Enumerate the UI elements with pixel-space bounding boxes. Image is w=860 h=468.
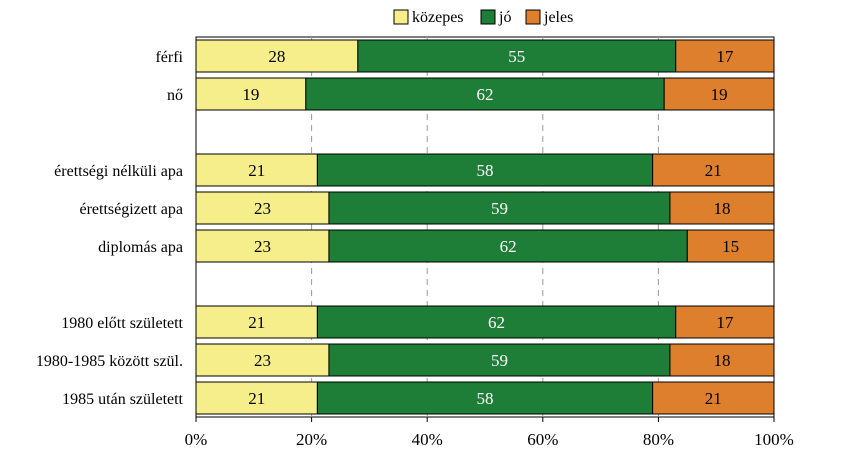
bar-segment <box>195 191 330 225</box>
legend-label: jó <box>498 9 511 26</box>
data-label: 28 <box>268 47 285 66</box>
bar-segment <box>316 381 654 415</box>
legend: közepes jó jeles <box>393 9 573 26</box>
bar-segment <box>195 343 330 377</box>
category-label: 1980 előtt született <box>61 315 183 332</box>
bar-segment <box>675 39 775 73</box>
legend-swatch <box>393 9 409 25</box>
data-label: 58 <box>477 389 494 408</box>
x-axis-ticks: 0% 20% 40% 60% 80% 100% <box>185 417 794 449</box>
category-label: nő <box>167 87 183 104</box>
legend-swatch <box>525 9 541 25</box>
data-label: 15 <box>722 237 739 256</box>
tick-label: 100% <box>754 430 794 449</box>
tick-label: 20% <box>296 430 327 449</box>
legend-label: jeles <box>543 9 573 26</box>
tick-label: 80% <box>643 430 674 449</box>
tick-label: 60% <box>527 430 558 449</box>
bar-segment <box>652 381 775 415</box>
data-label: 23 <box>254 199 271 218</box>
category-label: érettségi nélküli apa <box>54 163 183 180</box>
bar-segment <box>675 305 775 339</box>
category-labels: férfi nő érettségi nélküli apa érettségizet… <box>36 49 184 408</box>
data-label: 19 <box>242 85 259 104</box>
data-label: 59 <box>491 351 508 370</box>
data-label: 55 <box>508 47 525 66</box>
bar-segment <box>195 229 330 263</box>
data-label: 18 <box>713 351 730 370</box>
bar-segment <box>195 305 318 339</box>
bar-segment <box>316 305 677 339</box>
category-label: 1980-1985 között szül. <box>36 353 183 370</box>
bar-segment <box>652 153 775 187</box>
data-label: 62 <box>488 313 505 332</box>
data-label: 59 <box>491 199 508 218</box>
legend-label: közepes <box>412 9 464 26</box>
data-label: 21 <box>248 161 265 180</box>
data-label: 21 <box>705 161 722 180</box>
bar-segment <box>195 77 307 111</box>
bar-segment <box>195 153 318 187</box>
bar-segment <box>316 153 654 187</box>
data-label: 17 <box>716 313 734 332</box>
data-label: 21 <box>705 389 722 408</box>
tick-label: 40% <box>412 430 443 449</box>
data-label: 19 <box>711 85 728 104</box>
data-label: 21 <box>248 313 265 332</box>
legend-swatch <box>480 9 496 25</box>
data-label: 62 <box>477 85 494 104</box>
bars: 28 55 17 19 62 19 21 58 21 23 59 18 23 62 15 21 62 17 23 59… <box>195 39 775 415</box>
bar-segment <box>686 229 775 263</box>
data-label: 23 <box>254 351 271 370</box>
bar-segment <box>357 39 677 73</box>
data-label: 18 <box>713 199 730 218</box>
bar-segment <box>663 77 775 111</box>
bar-segment <box>328 191 671 225</box>
data-label: 62 <box>500 237 517 256</box>
category-label: érettségizett apa <box>80 201 184 218</box>
data-label: 23 <box>254 237 271 256</box>
category-label: 1985 után született <box>62 391 183 408</box>
tick-label: 0% <box>185 430 208 449</box>
data-label: 58 <box>477 161 494 180</box>
bar-segment <box>669 343 775 377</box>
category-label: diplomás apa <box>98 239 183 256</box>
gridlines <box>311 37 659 417</box>
data-label: 17 <box>716 47 734 66</box>
bar-segment <box>669 191 775 225</box>
bar-segment <box>305 77 665 111</box>
bar-segment <box>195 381 318 415</box>
category-label: férfi <box>155 49 183 66</box>
bar-segment <box>328 229 688 263</box>
bar-segment <box>195 39 359 73</box>
data-label: 21 <box>248 389 265 408</box>
